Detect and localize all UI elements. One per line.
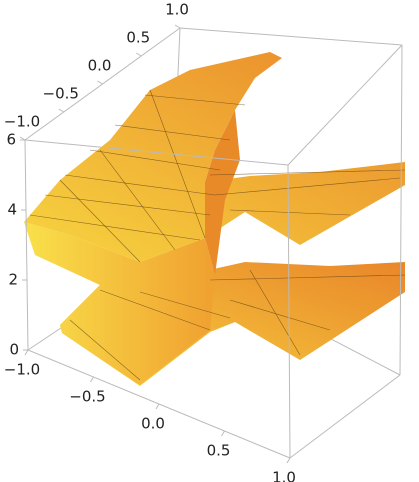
y-tick <box>174 24 181 29</box>
x-tick <box>221 430 225 437</box>
x-tick <box>90 376 94 383</box>
y-tick <box>135 52 142 57</box>
x-tick <box>286 457 291 464</box>
x-tick-label: 1.0 <box>272 469 296 482</box>
box-edge <box>287 44 403 166</box>
z-tick-label: 0 <box>9 341 19 359</box>
box-edge <box>287 164 291 459</box>
y-tick-label: −0.5 <box>43 85 79 103</box>
y-tick <box>58 108 65 113</box>
throat <box>205 110 240 275</box>
x-tick-label: −0.5 <box>69 388 105 406</box>
y-tick-label: −1.0 <box>4 113 40 131</box>
upper-sheet <box>24 52 405 262</box>
box-edge <box>179 27 403 46</box>
box-edge <box>24 139 289 166</box>
x-tick-label: 0.0 <box>141 415 165 433</box>
x-tick <box>155 403 160 410</box>
y-tick-label: 1.0 <box>165 1 189 19</box>
z-tick-label: 4 <box>7 201 17 219</box>
mesh-lines <box>29 89 406 381</box>
y-tick <box>97 80 103 85</box>
x-tick-label: 0.5 <box>207 442 231 460</box>
box-edge <box>24 139 29 351</box>
box-edge <box>289 374 401 459</box>
y-tick-label: 0.0 <box>88 57 112 75</box>
box-edge <box>399 44 403 376</box>
front-face <box>24 222 215 385</box>
x-tick <box>24 349 29 356</box>
z-tick-label: 6 <box>6 131 16 149</box>
x-tick-label: −1.0 <box>4 361 40 379</box>
z-tick-label: 2 <box>8 271 18 289</box>
y-tick-label: 0.5 <box>126 29 150 47</box>
surface <box>24 52 406 386</box>
